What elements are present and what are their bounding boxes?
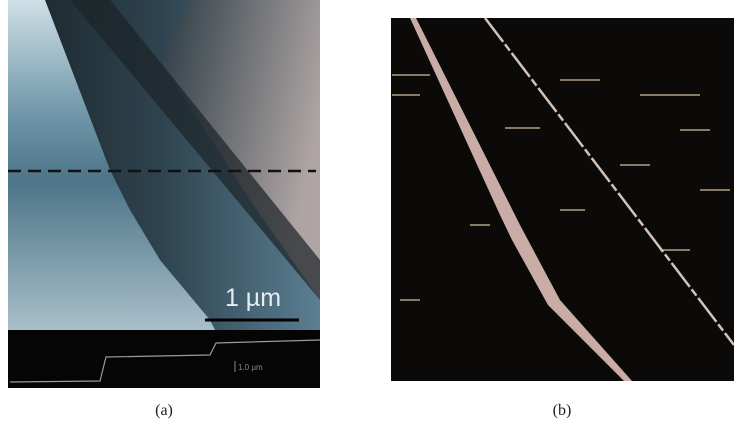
panel-a: 1 µm 1.0 µm	[8, 0, 320, 388]
panel-label: (a)	[155, 402, 173, 419]
panel-b	[391, 18, 734, 381]
profile-strip	[8, 330, 320, 388]
scale-label: 1 µm	[225, 284, 281, 312]
profile-scale-label: 1.0 µm	[238, 363, 263, 372]
panel-label: (b)	[553, 402, 572, 419]
figure: 1 µm 1.0 µm (a) (b)	[0, 0, 734, 443]
